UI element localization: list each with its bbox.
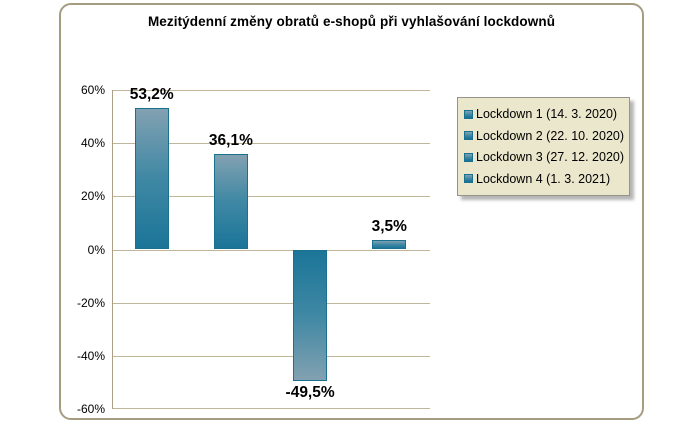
gridline: [113, 250, 430, 251]
y-tick-label: 20%: [80, 189, 105, 204]
plot-area: 60% 40% 20% 0% -20% -40% -60% 53,2% 36,1% -49,5% 3…: [77, 83, 430, 416]
legend-marker-icon: [464, 131, 473, 141]
legend-marker-icon: [464, 174, 473, 184]
legend-item: Lockdown 4 (1. 3. 2021): [464, 172, 623, 186]
legend: Lockdown 1 (14. 3. 2020) Lockdown 2 (22. …: [457, 97, 630, 196]
gridline: [113, 408, 430, 409]
bar-value-label: 3,5%: [371, 218, 407, 236]
legend-marker-icon: [464, 109, 473, 119]
y-tick-label: -20%: [76, 295, 105, 310]
gridline: [113, 196, 430, 197]
y-tick-label: -60%: [76, 402, 105, 416]
legend-item-label: Lockdown 1 (14. 3. 2020): [476, 107, 618, 122]
legend-item-label: Lockdown 3 (27. 12. 2020): [476, 150, 625, 165]
gridline: [113, 143, 430, 144]
bar: [293, 249, 328, 382]
legend-item-label: Lockdown 4 (1. 3. 2021): [476, 171, 611, 186]
gridline: [113, 90, 430, 91]
chart-title: Mezitýdenní změny obratů e-shopů při vyh…: [147, 14, 556, 29]
bar: [372, 240, 407, 250]
legend-item: Lockdown 2 (22. 10. 2020): [464, 128, 625, 143]
gridline: [113, 356, 430, 357]
legend-item-label: Lockdown 2 (22. 10. 2020): [476, 128, 625, 143]
gridline: [113, 303, 430, 304]
bar-value-label: 53,2%: [129, 86, 174, 104]
y-tick-label: 40%: [80, 136, 105, 151]
legend-item: Lockdown 1 (14. 3. 2020): [464, 107, 623, 121]
legend-marker-icon: [464, 152, 473, 162]
legend-item: Lockdown 3 (27. 12. 2020): [464, 150, 625, 165]
bar: [134, 108, 169, 250]
y-axis-line: [112, 90, 113, 409]
bar-value-label: 36,1%: [208, 131, 253, 149]
bar-value-label: -49,5%: [285, 384, 335, 402]
bar: [213, 153, 248, 250]
y-tick-label: -40%: [76, 348, 105, 363]
y-tick-label: 60%: [80, 83, 105, 97]
chart-frame: Mezitýdenní změny obratů e-shopů při vyh…: [59, 3, 644, 420]
y-tick-label: 0%: [87, 242, 105, 257]
